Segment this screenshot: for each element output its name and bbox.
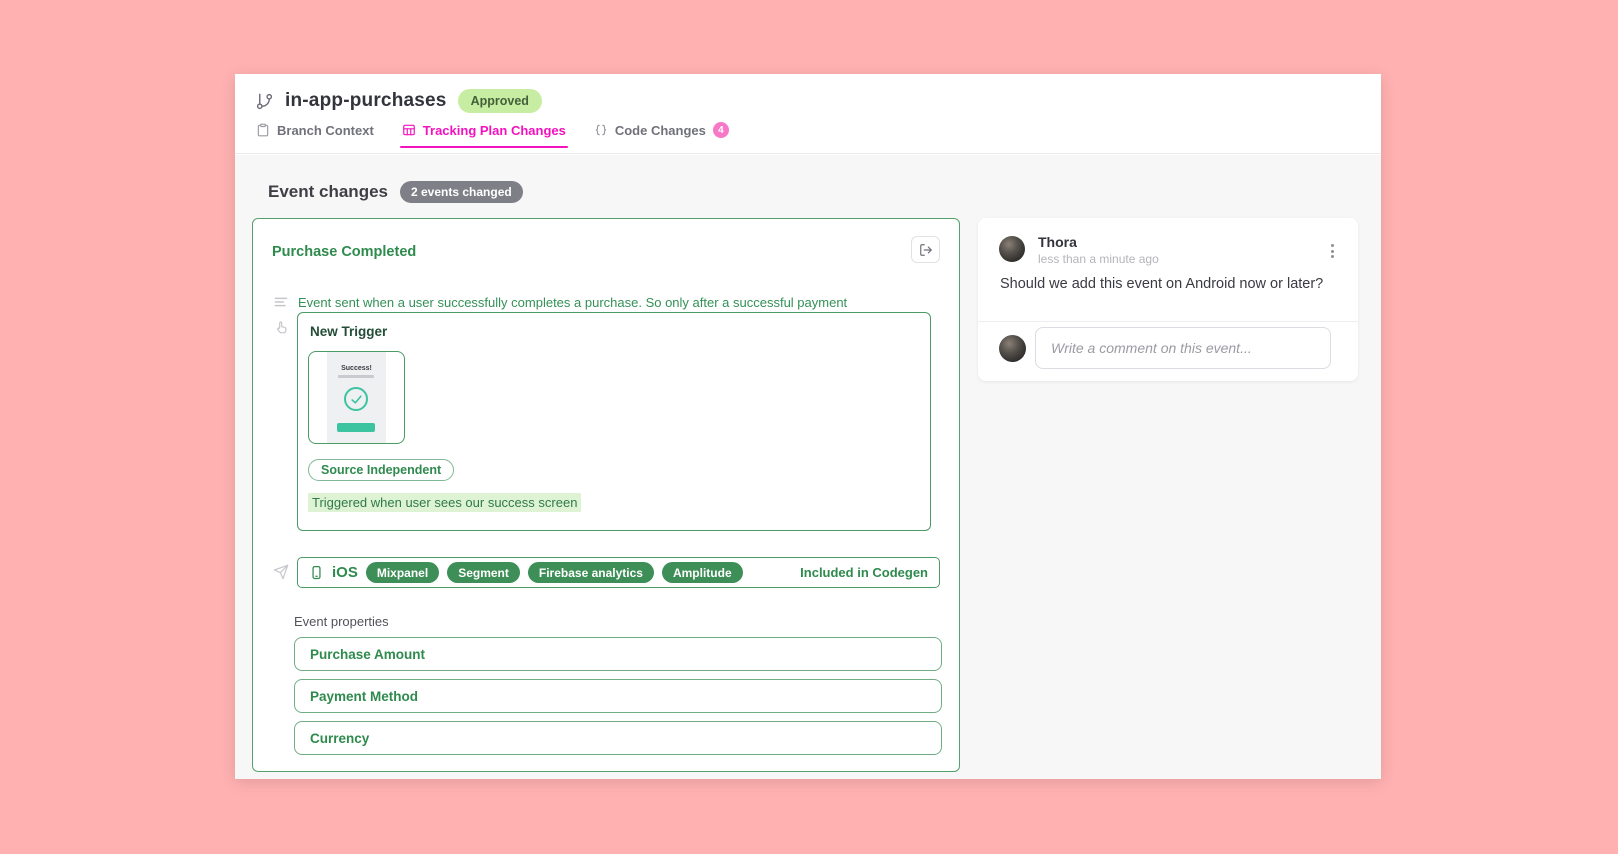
mockup-button	[337, 423, 376, 432]
phone-mockup: Success!	[327, 352, 386, 443]
codegen-status-label: Included in Codegen	[800, 565, 928, 580]
tab-bar: Branch Context Tracking Plan Changes	[256, 122, 729, 148]
description-lines-icon	[273, 294, 289, 310]
tab-code-changes[interactable]: Code Changes 4	[594, 122, 729, 148]
tab-branch-context[interactable]: Branch Context	[256, 122, 374, 148]
app-window: in-app-purchases Approved Branch Context	[235, 74, 1381, 779]
event-description: Event sent when a user successfully comp…	[298, 295, 848, 310]
status-badge: Approved	[457, 89, 542, 113]
source-ios-row[interactable]: iOS Mixpanel Segment Firebase analytics …	[297, 557, 940, 588]
events-changed-badge: 2 events changed	[400, 181, 523, 203]
destination-badge-mixpanel: Mixpanel	[365, 562, 440, 583]
page-title: Event changes	[268, 182, 388, 201]
property-name: Currency	[310, 730, 370, 746]
property-row-payment-method[interactable]: Payment Method	[294, 679, 942, 713]
check-circle-icon	[344, 387, 369, 411]
mockup-title: Success!	[341, 365, 372, 372]
avatar	[999, 236, 1025, 262]
destination-badge-segment: Segment	[447, 562, 520, 583]
comment-input[interactable]	[1035, 327, 1331, 369]
comment-author: Thora	[1038, 234, 1077, 250]
property-row-purchase-amount[interactable]: Purchase Amount	[294, 637, 942, 671]
mockup-subtitle-line	[338, 375, 375, 378]
trigger-screenshot-thumbnail[interactable]: Success!	[308, 351, 405, 444]
source-independent-badge: Source Independent	[308, 459, 455, 481]
new-trigger-label: New Trigger	[310, 324, 388, 339]
open-external-icon	[919, 243, 933, 257]
branch-name: in-app-purchases	[285, 90, 447, 111]
table-icon	[402, 123, 416, 137]
comment-text: Should we add this event on Android now …	[1000, 276, 1324, 292]
tab-label: Tracking Plan Changes	[422, 122, 566, 138]
event-properties-label: Event properties	[294, 614, 389, 629]
open-event-button[interactable]	[911, 236, 940, 263]
trigger-hand-icon	[273, 320, 289, 336]
trigger-description: Triggered when user sees our success scr…	[308, 493, 582, 512]
event-title[interactable]: Purchase Completed	[272, 244, 417, 260]
tab-label: Code Changes	[614, 122, 706, 138]
destination-badge-firebase: Firebase analytics	[527, 562, 654, 583]
branch-header: in-app-purchases Approved Branch Context	[235, 74, 1381, 154]
event-card: Purchase Completed Event sent when a use…	[252, 218, 960, 772]
new-trigger-section: New Trigger Success! Source Independent	[297, 312, 931, 531]
comment-menu-kebab-icon[interactable]	[1329, 242, 1336, 260]
destination-badge-amplitude: Amplitude	[661, 562, 743, 583]
content-area: Event changes 2 events changed Purchase …	[235, 155, 1381, 779]
clipboard-icon	[256, 123, 270, 137]
platform-name: iOS	[332, 564, 358, 581]
git-branch-icon	[255, 92, 274, 111]
tab-label: Branch Context	[277, 122, 374, 138]
property-name: Purchase Amount	[310, 646, 426, 662]
comments-panel: Thora less than a minute ago Should we a…	[978, 218, 1358, 381]
code-changes-count-badge: 4	[712, 122, 729, 138]
property-row-currency[interactable]: Currency	[294, 721, 942, 755]
mobile-phone-icon	[309, 565, 324, 580]
avatar	[999, 335, 1026, 362]
divider	[978, 321, 1358, 322]
send-plane-icon	[273, 564, 289, 580]
tab-tracking-plan-changes[interactable]: Tracking Plan Changes	[399, 122, 568, 148]
comment-timestamp: less than a minute ago	[1038, 252, 1159, 266]
code-icon	[594, 123, 608, 137]
property-name: Payment Method	[310, 688, 419, 704]
